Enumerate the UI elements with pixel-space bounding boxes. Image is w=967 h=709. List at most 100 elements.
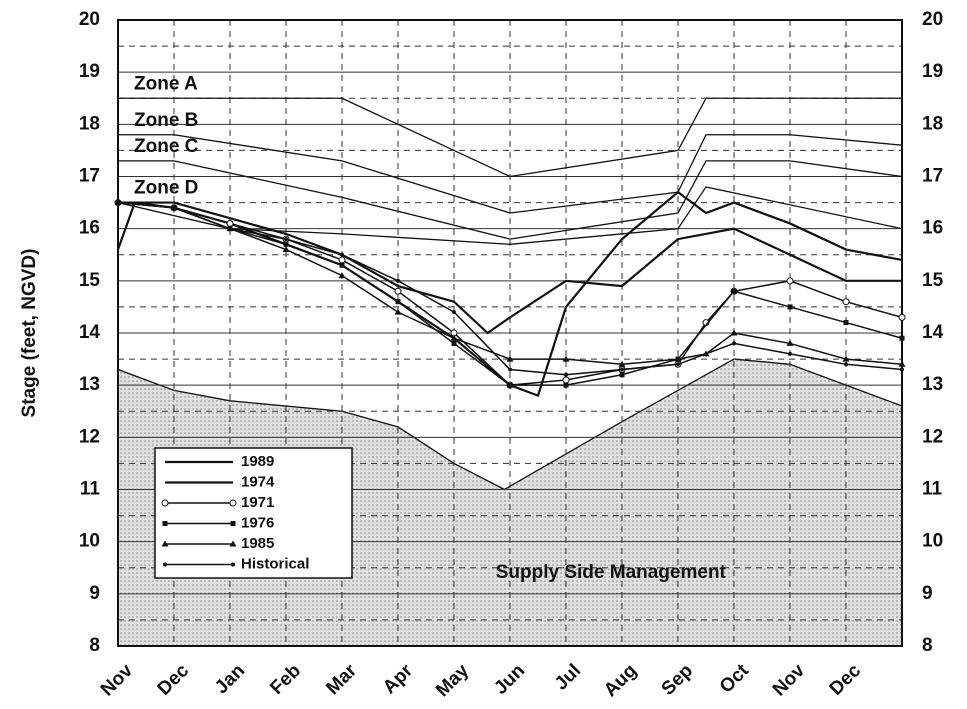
y2-tick-label: 9 [922,583,933,604]
y-tick-label: 12 [79,426,100,447]
point [562,376,570,384]
supply-boundary [117,358,903,491]
point [676,362,680,367]
point [843,320,849,326]
zone-line [118,97,902,178]
x-tick-label: Feb [266,660,305,699]
legend-marker [161,499,169,507]
y-tick-label: 20 [79,9,100,30]
point [452,310,456,315]
y-tick-label: 13 [79,374,100,395]
y-tick-label: 17 [79,166,100,187]
legend-marker [163,562,167,567]
point [899,335,905,341]
legend-label: Historical [241,555,309,572]
point [842,355,850,362]
zone-line [118,160,903,240]
legend-marker [161,540,169,547]
y-tick-label: 16 [79,218,100,239]
y-axis-label: Stage (feet, NGVD) [19,249,40,418]
series-line [118,201,902,335]
point [394,287,402,295]
point [898,313,906,321]
y2-tick-label: 13 [922,374,943,395]
y-tick-label: 9 [89,583,100,604]
point [787,304,793,310]
y2-tick-label: 12 [922,426,943,447]
legend-box [154,447,353,579]
y2-tick-label: 11 [922,479,943,500]
x-tick-label: Jan [211,660,249,698]
y2-tick-label: 8 [922,635,933,656]
zone-line [117,186,903,245]
x-tick-label: Mar [322,660,361,699]
point [786,339,794,346]
point [731,288,737,294]
point [506,355,514,362]
point [395,299,401,305]
zone-label: Zone D [134,178,198,199]
point [563,382,569,388]
y2-tick-label: 18 [922,113,943,134]
legend-marker [162,521,168,526]
point [396,278,400,283]
point [900,367,904,372]
point [619,372,625,378]
legend-label: 1989 [241,453,274,470]
y2-tick-label: 10 [922,531,943,552]
point [507,382,513,388]
y-tick-label: 8 [89,635,100,656]
x-tick-label: May [432,660,473,701]
x-tick-label: Nov [97,660,138,701]
point [282,246,290,253]
y-tick-label: 18 [79,113,100,134]
y-tick-label: 19 [79,61,100,82]
point [340,252,344,257]
zone-label: Zone A [134,73,198,94]
point [338,256,346,264]
point [116,200,120,205]
point [564,372,568,377]
point [842,298,850,306]
series-line [117,201,903,366]
zone-label: Zone C [134,136,199,157]
point [283,241,289,247]
legend-marker [229,540,237,547]
x-tick-label: Oct [716,660,754,698]
point [339,262,345,268]
x-tick-label: Dec [826,660,866,700]
zone-label: Zone B [134,110,198,131]
point [562,355,570,362]
series-line [117,201,903,386]
zone-line [118,134,903,214]
point [618,360,626,367]
point [394,308,402,315]
point [228,226,232,231]
y-tick-label: 11 [80,479,101,500]
legend-marker [230,521,236,526]
y2-tick-label: 17 [922,166,943,187]
x-tick-label: Aug [600,660,641,701]
legend-label: 1971 [241,494,274,511]
y-tick-label: 15 [79,270,101,291]
legend: 1989 1974 1971 1976 1985 Historical [154,447,353,579]
supply-label: Supply Side Management [496,562,727,583]
x-tick-label: Apr [379,660,417,698]
point [508,367,512,372]
y2-tick-label: 15 [922,270,944,291]
point [898,360,906,367]
point [788,351,792,356]
point [284,237,288,242]
point [732,341,736,346]
y-tick-label: 14 [79,322,101,343]
legend-label: 1976 [241,514,274,531]
y2-tick-label: 14 [922,322,944,343]
y2-tick-label: 20 [922,9,943,30]
point [450,334,458,341]
x-tick-label: Nov [769,660,810,701]
point [620,367,624,372]
point [844,362,848,367]
point [674,355,682,362]
x-tick-label: Jun [490,660,529,699]
